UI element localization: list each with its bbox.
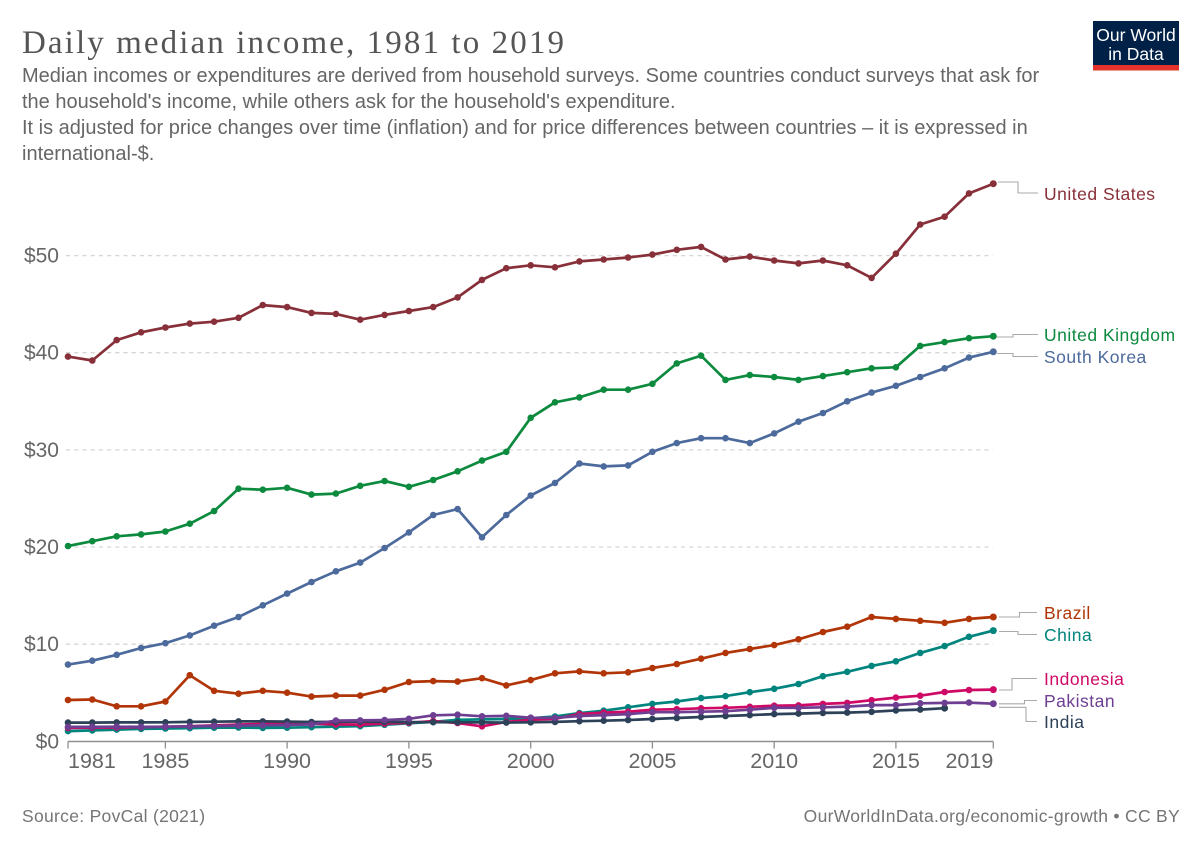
svg-text:in Data: in Data	[1108, 44, 1164, 64]
svg-text:United States: United States	[1044, 184, 1156, 204]
svg-text:$20: $20	[24, 536, 59, 559]
svg-text:Indonesia: Indonesia	[1044, 669, 1124, 689]
svg-text:United Kingdom: United Kingdom	[1044, 325, 1176, 345]
svg-text:Our World: Our World	[1096, 25, 1175, 45]
svg-text:the household's income, while: the household's income, while others ask…	[22, 91, 676, 113]
svg-text:2005: 2005	[628, 749, 676, 773]
svg-text:international-$.: international-$.	[22, 143, 154, 165]
svg-text:Median incomes or expenditures: Median incomes or expenditures are deriv…	[22, 65, 1040, 87]
svg-text:South Korea: South Korea	[1044, 347, 1147, 367]
svg-text:$50: $50	[24, 245, 59, 268]
svg-text:India: India	[1044, 712, 1084, 732]
svg-text:It is adjusted for price chang: It is adjusted for price changes over ti…	[22, 117, 1028, 139]
svg-text:1981: 1981	[68, 749, 116, 773]
svg-text:2019: 2019	[945, 749, 993, 773]
svg-text:2015: 2015	[872, 749, 920, 773]
svg-text:Daily median income, 1981 to 2: Daily median income, 1981 to 2019	[22, 25, 566, 61]
svg-text:Source: PovCal (2021): Source: PovCal (2021)	[22, 806, 205, 826]
svg-text:1990: 1990	[263, 749, 311, 773]
svg-text:OurWorldInData.org/economic-gr: OurWorldInData.org/economic-growth • CC …	[804, 806, 1180, 826]
svg-text:$0: $0	[36, 730, 59, 753]
svg-text:China: China	[1044, 625, 1092, 645]
svg-text:$40: $40	[24, 342, 59, 365]
svg-text:1995: 1995	[385, 749, 433, 773]
svg-text:2010: 2010	[750, 749, 798, 773]
svg-text:$30: $30	[24, 439, 59, 462]
svg-text:Brazil: Brazil	[1044, 603, 1091, 623]
svg-text:2000: 2000	[507, 749, 555, 773]
svg-text:$10: $10	[24, 633, 59, 656]
svg-text:Pakistan: Pakistan	[1044, 691, 1115, 711]
svg-text:1985: 1985	[141, 749, 189, 773]
